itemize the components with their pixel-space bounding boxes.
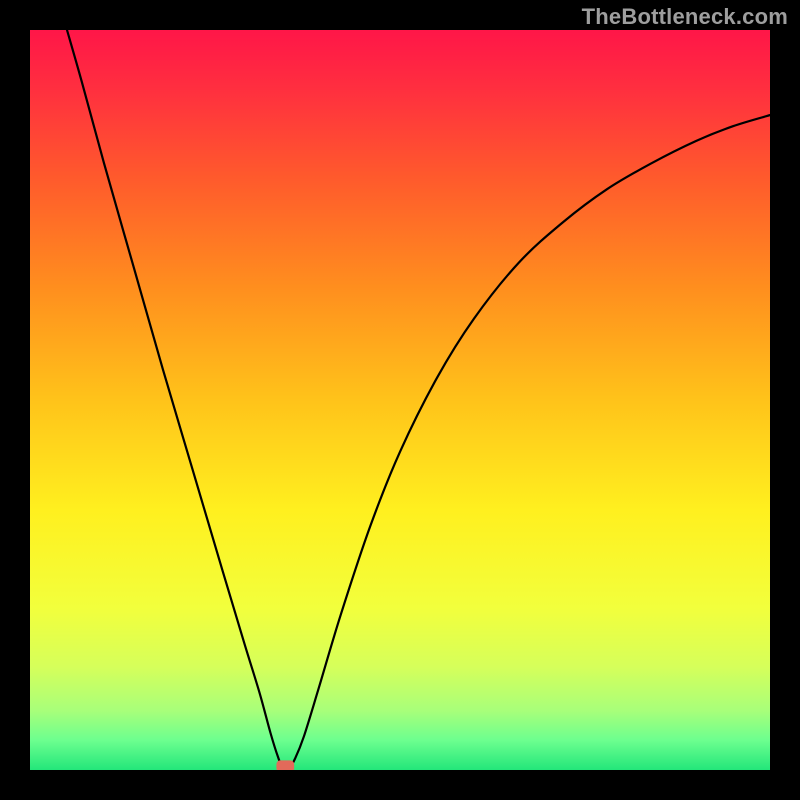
plot-area	[30, 30, 770, 770]
watermark-label: TheBottleneck.com	[582, 4, 788, 30]
minimum-marker	[276, 760, 294, 770]
chart-svg	[30, 30, 770, 770]
gradient-background	[30, 30, 770, 770]
chart-frame: TheBottleneck.com	[0, 0, 800, 800]
